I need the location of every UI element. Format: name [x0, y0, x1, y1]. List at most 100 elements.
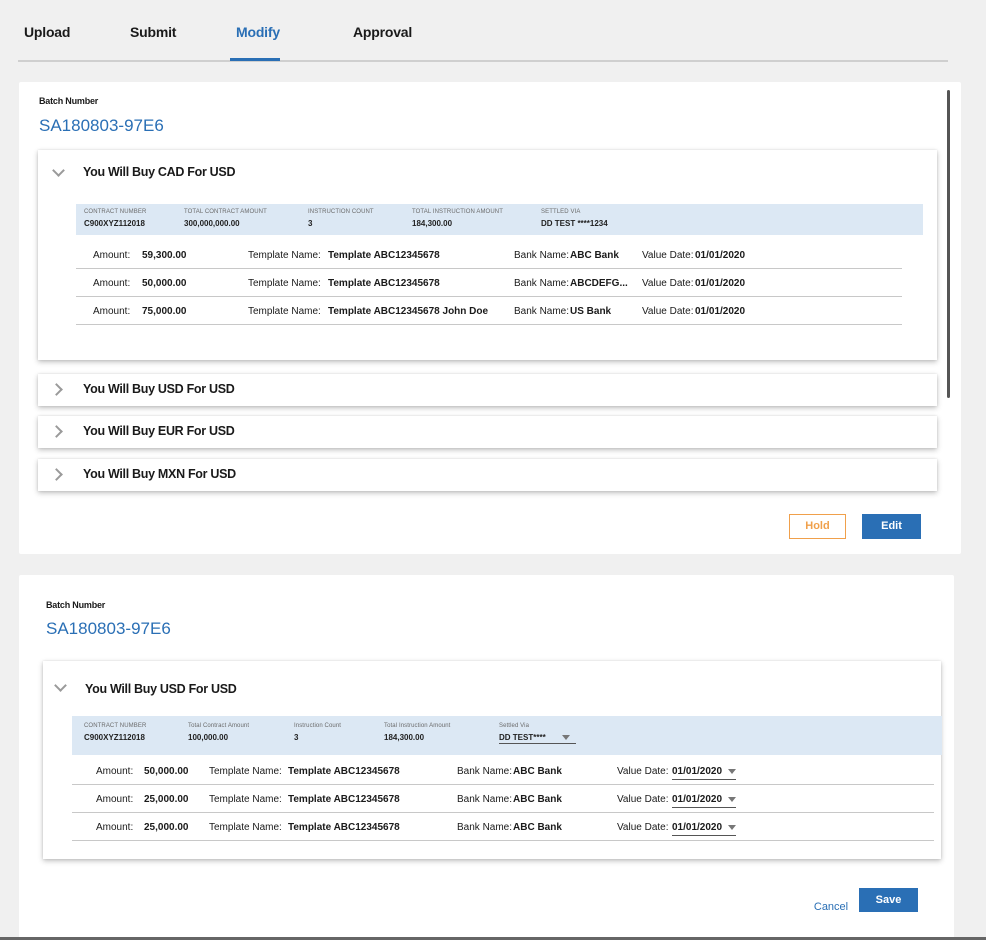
amount-value: 75,000.00 [142, 306, 187, 317]
settled-via-label: SETTLED VIA [541, 209, 581, 215]
template-label: Template Name: [209, 822, 282, 833]
bank-value: ABC Bank [513, 794, 562, 805]
bank-label: Bank Name: [457, 822, 513, 833]
batch-number[interactable]: SA180803-97E6 [39, 116, 164, 135]
contract-panel-collapsed[interactable]: You Will Buy EUR For USD [38, 416, 937, 448]
instruction-row[interactable]: Amount: 25,000.00 Template Name: Templat… [72, 785, 934, 813]
settled-via-value: DD TEST**** [499, 733, 546, 742]
value-date-value: 01/01/2020 [695, 278, 746, 289]
amount-value: 50,000.00 [142, 278, 187, 289]
contract-summary: CONTRACT NUMBER C900XYZ112018 Total Cont… [72, 716, 942, 755]
edit-button[interactable]: Edit [862, 514, 921, 539]
amount-label: Amount: [96, 822, 134, 833]
contract-number-value: C900XYZ112018 [84, 219, 145, 228]
batch-number-label: Batch Number [39, 96, 99, 106]
contract-panel-collapsed[interactable]: You Will Buy USD For USD [38, 374, 937, 406]
bank-label: Bank Name: [514, 278, 570, 289]
cancel-button[interactable]: Cancel [813, 901, 849, 913]
tab-modify[interactable]: Modify [236, 24, 280, 40]
panel-title[interactable]: You Will Buy CAD For USD [83, 165, 236, 179]
value-date-label: Value Date: [617, 794, 669, 805]
total-instruction-value: 184,300.00 [412, 219, 453, 228]
template-label: Template Name: [248, 250, 321, 261]
value-date-label: Value Date: [642, 278, 694, 289]
instruction-count-label: Instruction Count [294, 723, 342, 729]
value-date-value: 01/01/2020 [695, 306, 746, 317]
template-value: Template ABC12345678 [328, 250, 440, 261]
template-value: Template ABC12345678 [288, 822, 400, 833]
panel-title[interactable]: You Will Buy USD For USD [83, 382, 235, 396]
total-contract-value: 300,000,000.00 [184, 219, 240, 228]
amount-label: Amount: [96, 794, 134, 805]
amount-value: 25,000.00 [144, 822, 189, 833]
amount-label: Amount: [96, 766, 134, 777]
chevron-down-icon[interactable] [52, 164, 65, 177]
scrollbar[interactable] [947, 90, 950, 398]
value-date-select[interactable]: 01/01/2020 [672, 794, 737, 808]
chevron-right-icon[interactable] [50, 383, 63, 396]
total-contract-label: Total Contract Amount [188, 723, 250, 729]
tab-approval[interactable]: Approval [353, 24, 413, 40]
value-date-select[interactable]: 01/01/2020 [672, 822, 737, 836]
batch-number[interactable]: SA180803-97E6 [46, 619, 171, 638]
bank-value: ABC Bank [570, 250, 619, 261]
bank-value: US Bank [570, 306, 612, 317]
batch-card-1: Batch Number SA180803-97E6 You Will Buy … [19, 82, 961, 554]
total-contract-value: 100,000.00 [188, 733, 229, 742]
contract-panel-expanded: You Will Buy USD For USD CONTRACT NUMBER… [43, 661, 942, 859]
template-label: Template Name: [209, 766, 282, 777]
bank-value: ABCDEFG... [570, 278, 628, 289]
panel-title[interactable]: You Will Buy EUR For USD [83, 424, 235, 438]
value-date-value: 01/01/2020 [672, 794, 723, 805]
tab-upload[interactable]: Upload [24, 24, 71, 40]
instruction-row[interactable]: Amount: 75,000.00 Template Name: Templat… [76, 297, 902, 325]
amount-label: Amount: [93, 306, 131, 317]
dropdown-arrow-icon[interactable] [728, 768, 737, 774]
chevron-right-icon[interactable] [50, 425, 63, 438]
bank-label: Bank Name: [457, 766, 513, 777]
value-date-label: Value Date: [617, 766, 669, 777]
dropdown-arrow-icon[interactable] [728, 824, 737, 830]
value-date-value: 01/01/2020 [695, 250, 746, 261]
chevron-down-icon[interactable] [54, 679, 67, 692]
chevron-right-icon[interactable] [50, 468, 63, 481]
hold-button[interactable]: Hold [789, 514, 846, 539]
contract-number-label: CONTRACT NUMBER [84, 723, 147, 729]
template-value: Template ABC12345678 John Doe [328, 306, 489, 317]
bank-value: ABC Bank [513, 822, 562, 833]
batch-number-label: Batch Number [46, 600, 106, 610]
instruction-row[interactable]: Amount: 59,300.00 Template Name: Templat… [76, 241, 902, 269]
instruction-row[interactable]: Amount: 25,000.00 Template Name: Templat… [72, 813, 934, 841]
amount-label: Amount: [93, 278, 131, 289]
amount-value: 59,300.00 [142, 250, 187, 261]
instruction-row[interactable]: Amount: 50,000.00 Template Name: Templat… [76, 269, 902, 297]
dropdown-arrow-icon[interactable] [561, 735, 570, 741]
value-date-label: Value Date: [617, 822, 669, 833]
contract-panel-expanded: You Will Buy CAD For USD CONTRACT NUMBER… [38, 150, 937, 360]
bank-label: Bank Name: [457, 794, 513, 805]
dropdown-arrow-icon[interactable] [728, 796, 737, 802]
contract-number-value: C900XYZ112018 [84, 733, 145, 742]
template-value: Template ABC12345678 [288, 794, 400, 805]
contract-panel-collapsed[interactable]: You Will Buy MXN For USD [38, 459, 937, 491]
tab-submit[interactable]: Submit [130, 24, 177, 40]
value-date-value: 01/01/2020 [672, 822, 723, 833]
instruction-row[interactable]: Amount: 50,000.00 Template Name: Templat… [72, 757, 934, 785]
panel-title[interactable]: You Will Buy MXN For USD [83, 467, 236, 481]
total-instruction-label: TOTAL INSTRUCTION AMOUNT [412, 209, 503, 215]
save-button[interactable]: Save [859, 888, 918, 912]
bank-label: Bank Name: [514, 250, 570, 261]
settled-via-label: Settled Via [499, 723, 530, 729]
total-instruction-label: Total Instruction Amount [384, 723, 451, 729]
panel-title[interactable]: You Will Buy USD For USD [85, 682, 237, 696]
template-value: Template ABC12345678 [288, 766, 400, 777]
value-date-select[interactable]: 01/01/2020 [672, 766, 737, 780]
template-label: Template Name: [209, 794, 282, 805]
instruction-count-label: INSTRUCTION COUNT [308, 209, 374, 215]
total-instruction-value: 184,300.00 [384, 733, 425, 742]
bank-value: ABC Bank [513, 766, 562, 777]
template-label: Template Name: [248, 278, 321, 289]
settled-via-select[interactable]: DD TEST**** [499, 733, 576, 744]
value-date-value: 01/01/2020 [672, 766, 723, 777]
total-contract-label: TOTAL CONTRACT AMOUNT [184, 209, 267, 215]
